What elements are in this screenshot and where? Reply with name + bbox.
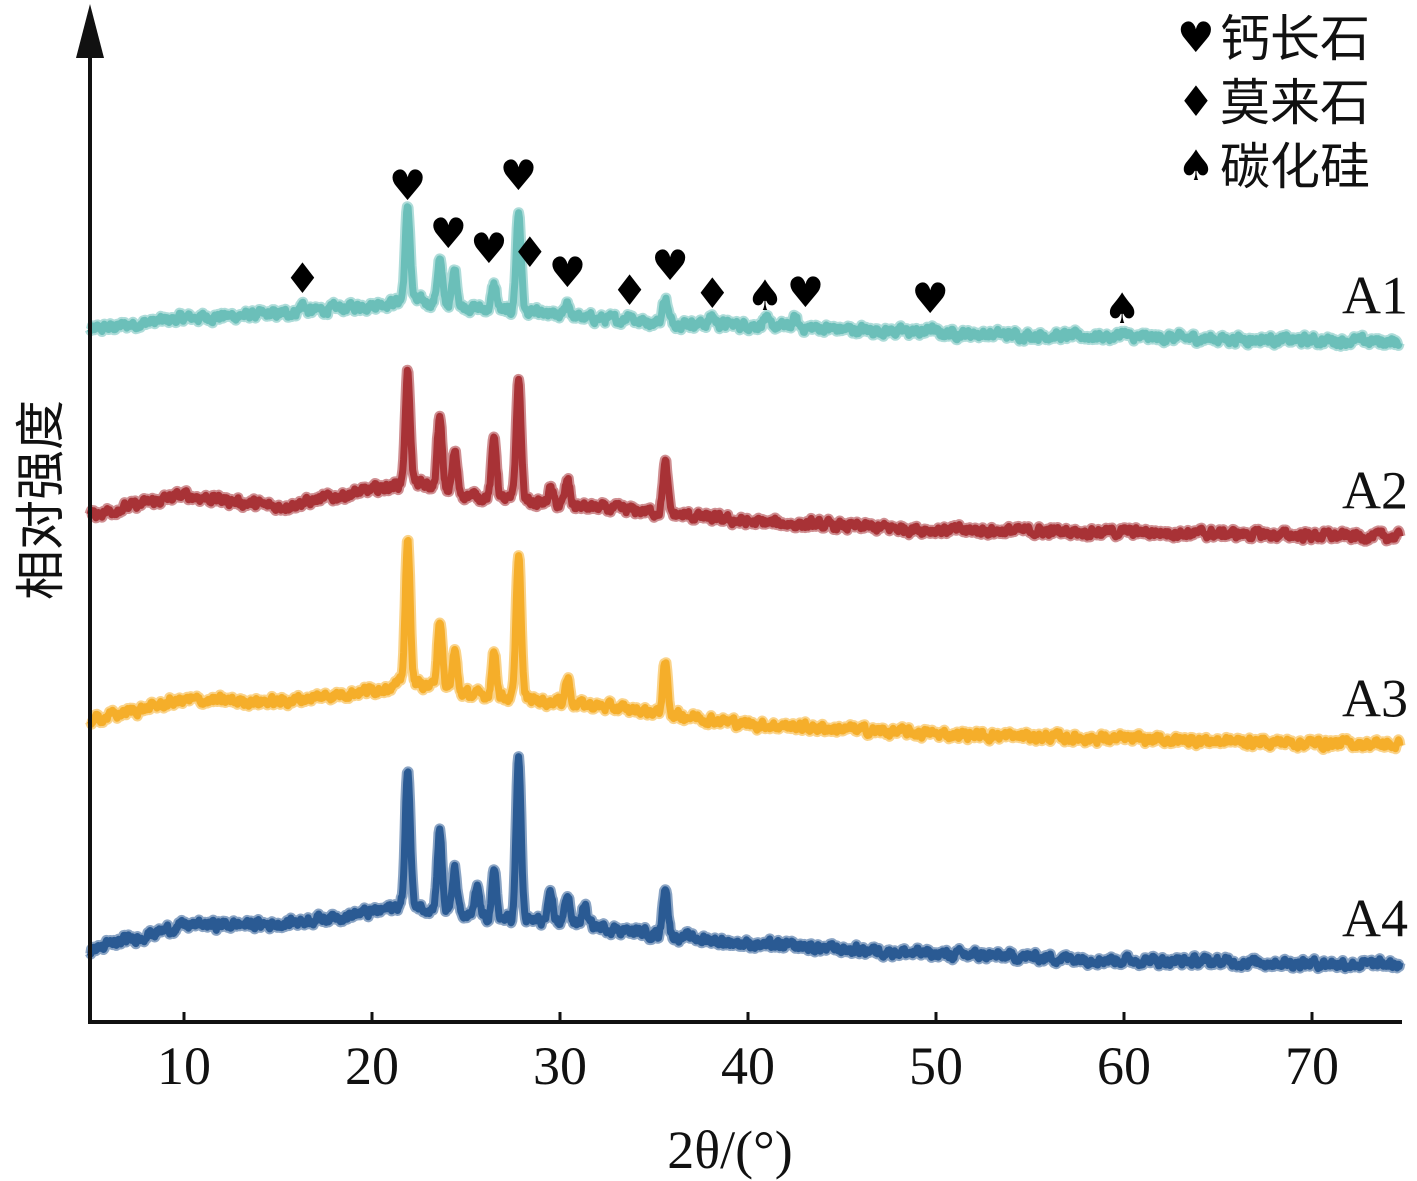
- x-tick-label: 60: [1097, 1036, 1151, 1096]
- spade-legend-icon: ♠: [1177, 141, 1215, 190]
- x-tick-label: 20: [345, 1036, 399, 1096]
- heart-marker-icon: ♥: [430, 209, 468, 258]
- x-tick-label: 70: [1285, 1036, 1339, 1096]
- x-axis-label: 2θ/(°): [667, 1120, 792, 1180]
- diamond-marker-icon: ♦: [693, 269, 731, 318]
- series-label-A4: A4: [1342, 889, 1408, 949]
- legend-label: 钙长石: [1220, 10, 1370, 68]
- diamond-marker-icon: ♦: [511, 228, 549, 277]
- series-A3-line: [86, 536, 1404, 753]
- legend: ♥ 钙长石♦ 莫来石♠ 碳化硅: [1177, 10, 1370, 196]
- x-tick-label: 10: [157, 1036, 211, 1096]
- x-tick-label: 30: [533, 1036, 587, 1096]
- diamond-marker-icon: ♦: [284, 254, 322, 303]
- series-A2-line: [86, 366, 1404, 545]
- axes: [76, 4, 1402, 1024]
- series-A4-line: [86, 753, 1404, 973]
- heart-marker-icon: ♥: [549, 248, 587, 297]
- x-ticks: 10 20 30 40 50 60 70: [157, 1012, 1339, 1096]
- x-tick-label: 50: [909, 1036, 963, 1096]
- heart-legend-icon: ♥: [1177, 13, 1215, 62]
- legend-label: 碳化硅: [1220, 138, 1370, 196]
- series-label-A3: A3: [1342, 669, 1408, 729]
- x-tick-label: 40: [721, 1036, 775, 1096]
- spade-marker-icon: ♠: [1103, 284, 1141, 333]
- heart-marker-icon: ♥: [651, 241, 689, 290]
- diamond-marker-icon: ♦: [611, 266, 649, 315]
- series-curves: [84, 201, 1406, 975]
- heart-marker-icon: ♥: [787, 268, 825, 317]
- diamond-legend-icon: ♦: [1177, 77, 1215, 126]
- series-A1-line: [86, 203, 1403, 350]
- heart-marker-icon: ♥: [500, 151, 538, 200]
- series-labels: A1 A2 A3 A4: [1342, 266, 1408, 949]
- heart-marker-icon: ♥: [389, 161, 427, 210]
- series-label-A1: A1: [1342, 266, 1408, 326]
- y-axis-label: 相对强度: [12, 400, 70, 600]
- heart-marker-icon: ♥: [912, 274, 950, 323]
- spade-marker-icon: ♠: [746, 271, 784, 320]
- series-A2-halo: [84, 364, 1406, 547]
- series-label-A2: A2: [1342, 461, 1408, 521]
- y-axis-arrow: [76, 4, 104, 58]
- peak-markers: ♦♥♥ ♥ ♦♥♥ ♦♥♦ ♠ ♥ ♥ ♠: [284, 151, 1141, 333]
- heart-marker-icon: ♥: [470, 224, 508, 273]
- legend-label: 莫来石: [1220, 74, 1370, 132]
